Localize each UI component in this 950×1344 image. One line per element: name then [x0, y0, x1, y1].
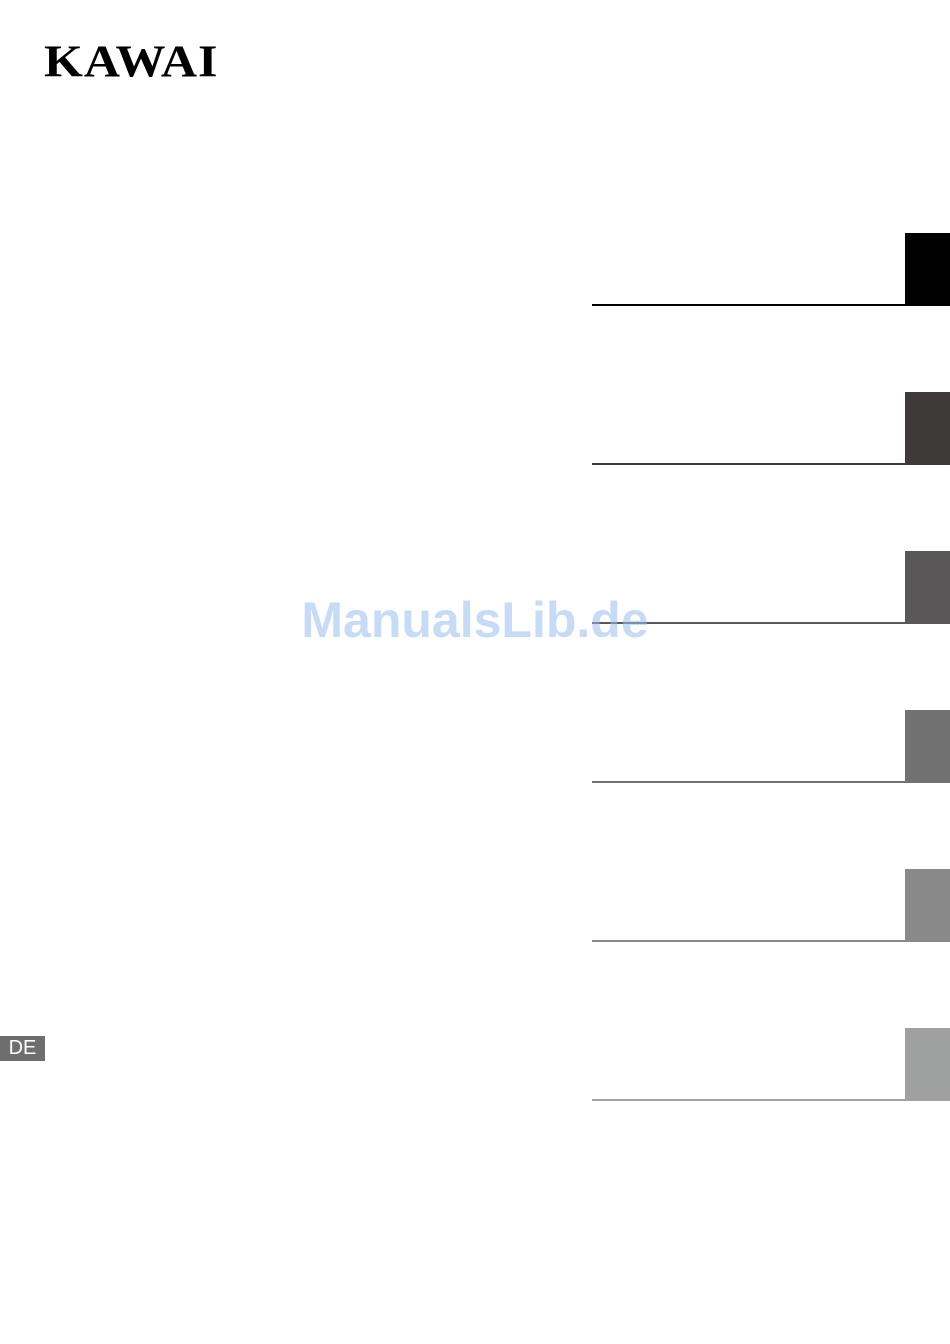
section-rule: [592, 1099, 905, 1101]
section-rule: [592, 463, 905, 465]
section-tab: [905, 1028, 950, 1101]
section-tab: [905, 551, 950, 624]
section-rule: [592, 781, 905, 783]
logo: KAWAI: [44, 36, 219, 87]
section-rule: [592, 622, 905, 624]
section-tab: [905, 710, 950, 783]
section-tab: [905, 392, 950, 465]
language-tab: DE: [0, 1036, 45, 1061]
section-tab: [905, 233, 950, 306]
watermark: ManualsLib.de: [301, 592, 649, 648]
section-tab: [905, 869, 950, 942]
section-rule: [592, 304, 905, 306]
section-rule: [592, 940, 905, 942]
